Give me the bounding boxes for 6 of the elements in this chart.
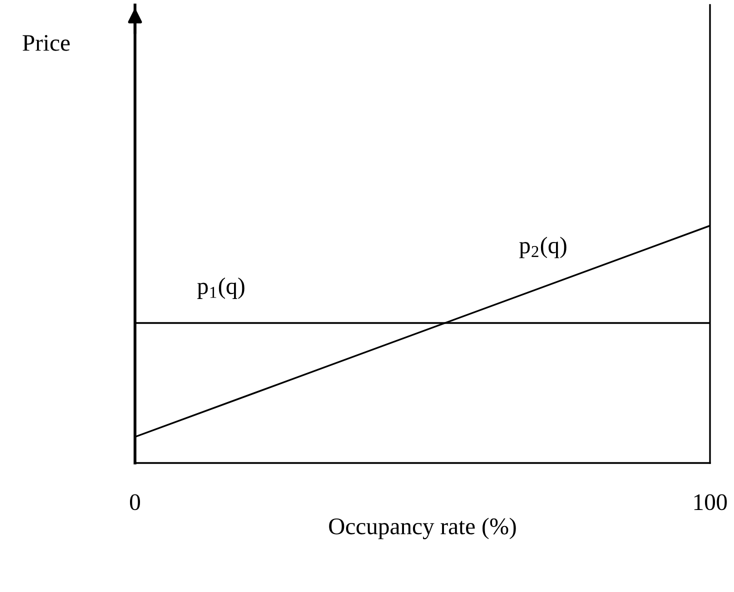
x-axis-title: Occupancy rate (%) <box>329 518 516 540</box>
text: Price <box>22 35 70 51</box>
series-label: p$_{1}$(q) <box>197 278 244 299</box>
x-tick-label: 100 <box>694 494 727 510</box>
x-tick-label: 0 <box>130 494 140 510</box>
series-label: p$_{2}$(q) <box>519 236 566 258</box>
